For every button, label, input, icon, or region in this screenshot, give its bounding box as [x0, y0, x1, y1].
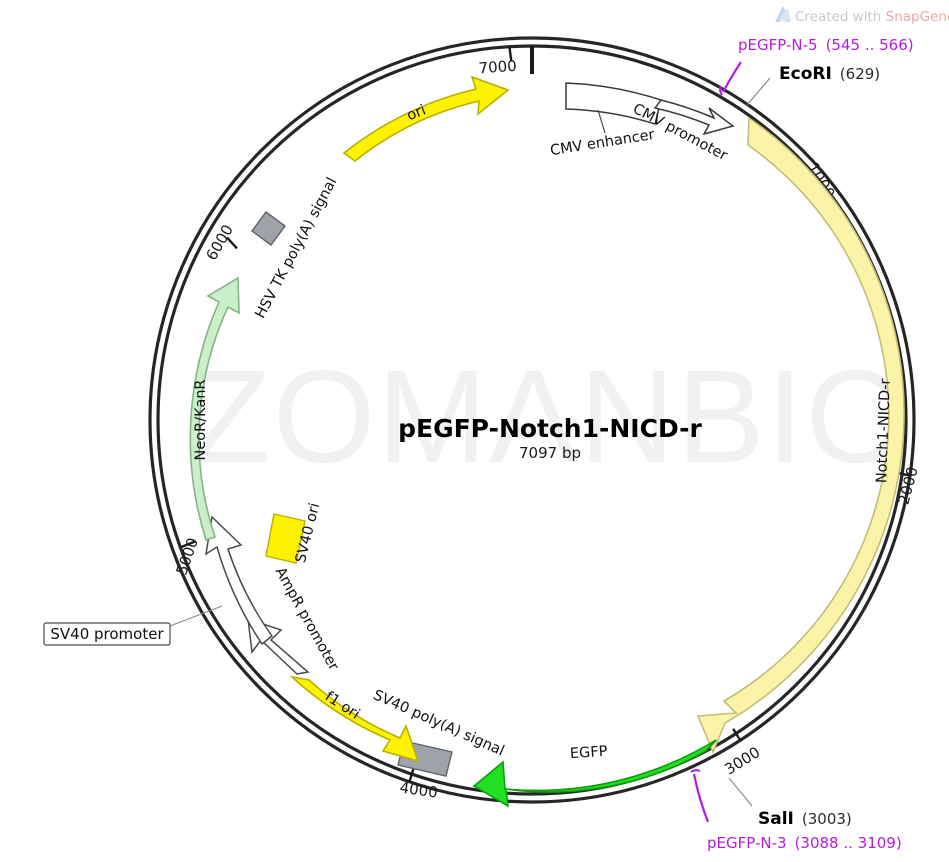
tick-label-4000: 4000 [399, 778, 439, 801]
tick-6000 [226, 236, 238, 250]
primer-range-pegfp-n-5: (545 .. 566) [826, 36, 914, 54]
feature-neor-kanr[interactable] [189, 276, 240, 542]
feature-label-egfp: EGFP [569, 744, 608, 763]
leader-sv40-promoter [169, 605, 223, 627]
feature-label-ori: ori [405, 102, 428, 124]
plasmid-size-label: 7097 bp [519, 444, 581, 462]
boxed-label-frame [43, 622, 171, 646]
restriction-site-ecori-name: EcoRI [779, 64, 832, 84]
leader-ecori [746, 77, 771, 106]
restriction-site-ecori-position: (629) [840, 65, 880, 83]
feature-label-neor-kanr: NeoR/KanR [193, 379, 209, 460]
tick-3000 [732, 728, 743, 743]
tick-4000 [408, 767, 415, 783]
snapgene-credit: Created with SnapGene® [775, 6, 949, 25]
primer-pegfp-n-5[interactable]: pEGFP-N-5 (545 .. 566) [719, 36, 914, 96]
tick-5000 [181, 540, 197, 549]
primer-hook-pegfp-n-3 [690, 769, 701, 773]
feature-ori[interactable] [342, 75, 510, 163]
boxed-label-sv40-promoter[interactable]: SV40 promoter [43, 605, 223, 646]
watermark-zomanbio: ZOMANBIO [190, 343, 910, 490]
primer-pegfp-n-3[interactable]: pEGFP-N-3 (3088 .. 3109) [690, 769, 902, 852]
feature-label-notch1-nicd-r: Notch1-NICD-r [874, 378, 894, 483]
feature-label-cmv-enhancer: CMV enhancer [549, 127, 656, 159]
feature-label-hsv-tk-polya-signal: HSV TK poly(A) signal [253, 175, 341, 321]
page-title: pEGFP-Notch1-NICD-r [398, 414, 702, 443]
feature-sv40-promoter[interactable] [204, 515, 274, 646]
feature-egfp[interactable] [472, 739, 717, 808]
credit-prefix-text: Created with [795, 9, 886, 25]
snapgene-logo-accent-icon [779, 8, 791, 22]
tick-label-7000: 7000 [478, 57, 517, 78]
feature-cmv-enhancer[interactable] [565, 82, 662, 125]
leader-sali [728, 777, 753, 807]
feature-hsv-tk-polya-signal[interactable] [251, 211, 286, 246]
primer-marker-pegfp-n-5 [722, 61, 742, 93]
primer-label-pegfp-n-5: pEGFP-N-5 (545 .. 566) [738, 36, 914, 54]
feature-notch1-nicd-r[interactable] [696, 116, 905, 755]
restriction-site-ecori-text: EcoRI (629) [779, 64, 880, 84]
feature-label-f1-ori: f1 ori [322, 689, 362, 723]
feature-cmv-promoter[interactable] [653, 99, 735, 136]
primer-name-pegfp-n-5: pEGFP-N-5 [738, 36, 818, 54]
leader-cmv-enhancer [597, 109, 606, 134]
credit-brand-text: SnapGene [886, 9, 949, 25]
primer-label-pegfp-n-3: pEGFP-N-3 (3088 .. 3109) [707, 834, 902, 852]
primer-name-pegfp-n-3: pEGFP-N-3 [707, 834, 787, 852]
primer-range-pegfp-n-3: (3088 .. 3109) [795, 834, 902, 852]
primer-marker-pegfp-n-3 [692, 773, 710, 823]
credit-prefix: Created with SnapGene® [795, 9, 949, 25]
feature-sv40-ori[interactable] [265, 513, 306, 564]
restriction-site-sali[interactable]: SalI (3003) [728, 777, 852, 829]
restriction-site-sali-text: SalI (3003) [758, 809, 852, 829]
tick-7000 [508, 46, 513, 62]
primer-hook-pegfp-n-5 [719, 85, 723, 96]
boxed-label-text-sv40-promoter: SV40 promoter [50, 625, 164, 643]
restriction-site-sali-position: (3003) [802, 810, 852, 828]
restriction-site-sali-name: SalI [758, 809, 794, 829]
restriction-site-ecori[interactable]: EcoRI (629) [746, 64, 880, 106]
feature-f1-ori[interactable] [289, 675, 420, 763]
